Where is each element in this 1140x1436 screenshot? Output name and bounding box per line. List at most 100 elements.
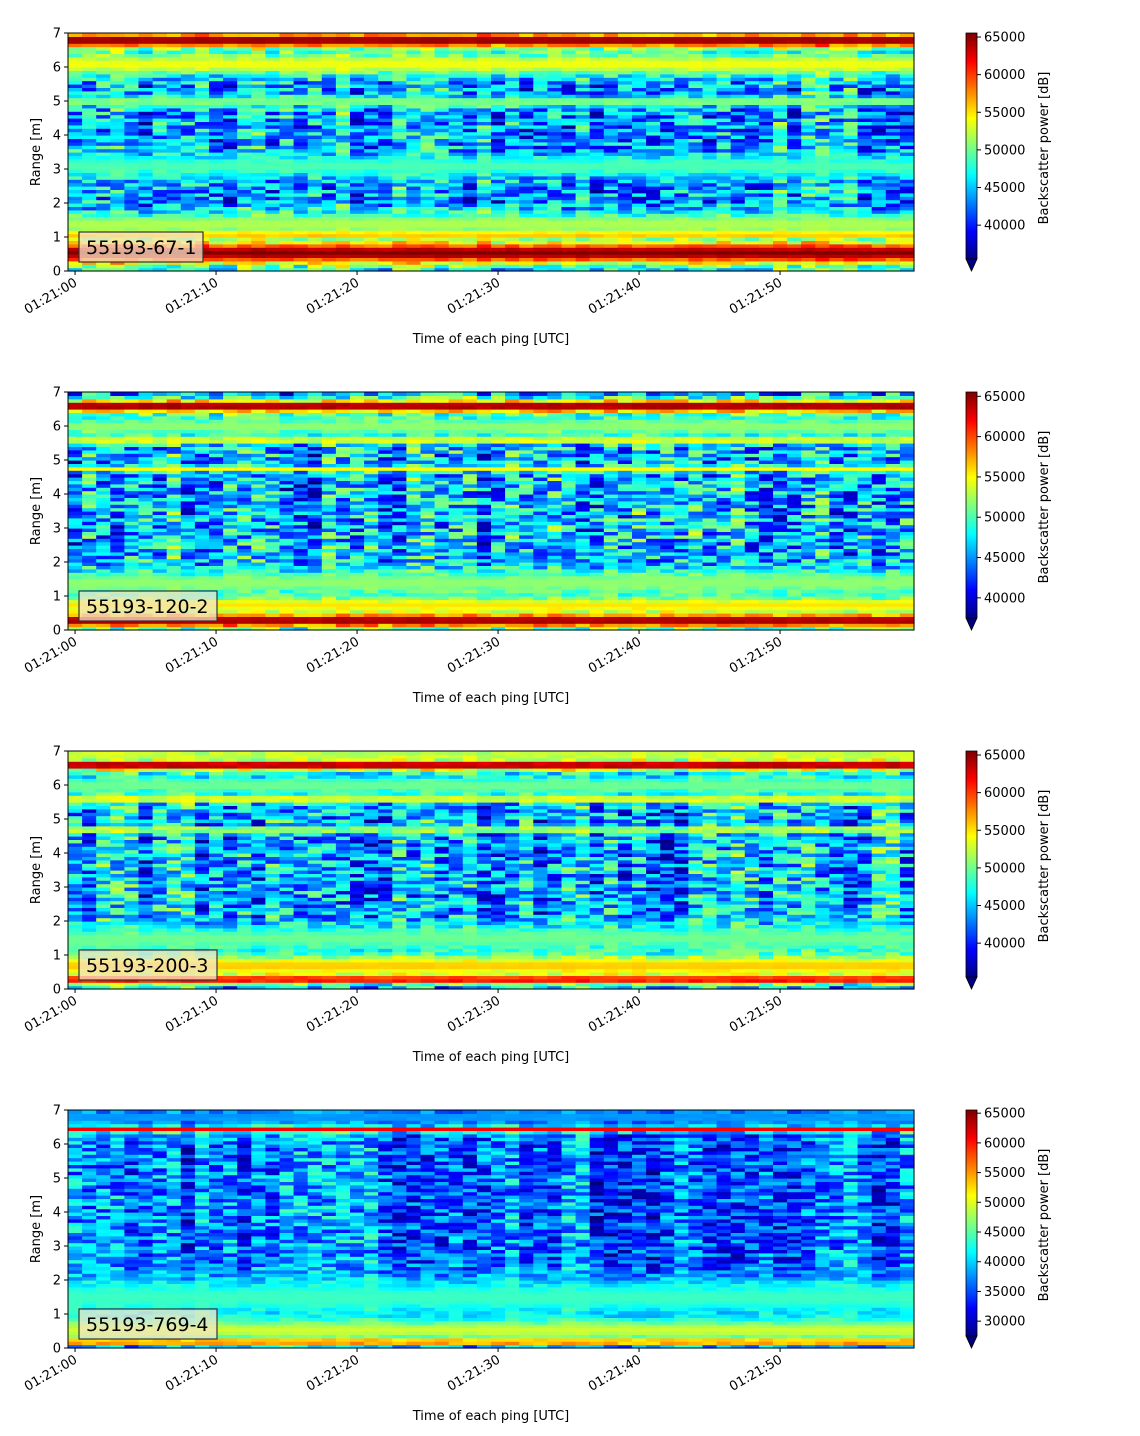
heatmap-cell (335, 233, 351, 238)
heatmap-cell (194, 131, 210, 136)
heatmap-cell (293, 124, 309, 129)
heatmap-cell (265, 67, 281, 71)
heatmap-cell (251, 192, 266, 197)
heatmap-cell (209, 53, 224, 58)
heatmap-cell (448, 206, 464, 211)
heatmap-cell (533, 73, 548, 78)
heatmap-cell (561, 199, 577, 204)
heatmap-cell (82, 107, 97, 112)
heatmap-cell (152, 179, 168, 184)
heatmap-cell (152, 172, 168, 177)
heatmap-cell (251, 203, 266, 207)
heatmap-cell (265, 152, 281, 156)
heatmap-cell (378, 107, 393, 112)
heatmap-cell (491, 131, 506, 136)
heatmap-cell (406, 138, 422, 143)
heatmap-cell (420, 186, 436, 190)
heatmap-cell (209, 233, 224, 238)
heatmap-cell (773, 264, 788, 269)
heatmap-cell (505, 165, 520, 170)
heatmap-cell (124, 216, 140, 221)
heatmap-cell (96, 175, 111, 180)
heatmap-cell (603, 135, 619, 139)
heatmap-cell (194, 80, 210, 85)
heatmap-cell (279, 67, 295, 71)
heatmap-cell (603, 179, 619, 184)
heatmap-cell (209, 128, 224, 133)
heatmap-cell (758, 158, 774, 163)
heatmap-cell (603, 33, 619, 37)
heatmap-cell (434, 172, 450, 177)
heatmap-cell (448, 267, 464, 272)
heatmap-cell (885, 33, 901, 37)
heatmap-cell (279, 94, 295, 99)
heatmap-cell (209, 97, 224, 102)
heatmap-cell (505, 36, 520, 41)
heatmap-cell (110, 203, 125, 207)
heatmap-cell (857, 243, 873, 248)
heatmap-cell (744, 192, 760, 197)
heatmap-cell (491, 50, 506, 54)
heatmap-cell (96, 152, 111, 156)
heatmap-cell (589, 107, 605, 112)
heatmap-cell (223, 36, 238, 41)
heatmap-cell (589, 80, 605, 85)
heatmap-cell (293, 111, 309, 116)
heatmap-cell (632, 175, 647, 180)
heatmap-cell (392, 172, 407, 177)
heatmap-cell (68, 189, 83, 194)
heatmap-cell (434, 213, 450, 218)
heatmap-cell (265, 107, 281, 112)
heatmap-cell (476, 209, 492, 214)
heatmap-cell (476, 203, 492, 207)
heatmap-cell (519, 240, 534, 245)
heatmap-cell (730, 175, 746, 180)
heatmap-cell (251, 73, 266, 78)
heatmap-cell (265, 56, 281, 61)
heatmap-cell (194, 36, 210, 41)
heatmap-cell (533, 77, 548, 82)
heatmap-cell (406, 196, 422, 201)
heatmap-cell (194, 226, 210, 231)
heatmap-cell (321, 87, 337, 92)
heatmap-cell (899, 199, 915, 204)
heatmap-cell (871, 264, 887, 269)
heatmap-cell (124, 487, 140, 492)
heatmap-cell (180, 33, 196, 37)
heatmap-cell (434, 243, 450, 248)
heatmap-cell (237, 220, 252, 224)
heatmap-cell (180, 504, 196, 509)
heatmap-cell (617, 209, 633, 214)
heatmap-cell (223, 189, 238, 194)
heatmap-cell (589, 36, 605, 41)
heatmap-cell (82, 111, 97, 116)
heatmap-cell (138, 114, 154, 119)
heatmap-cell (293, 145, 309, 150)
heatmap-cell (829, 131, 845, 136)
heatmap-cell (110, 162, 125, 167)
heatmap-cell (166, 73, 182, 78)
heatmap-cell (166, 56, 182, 61)
heatmap-cell (223, 80, 238, 85)
heatmap-cell (265, 135, 281, 139)
heatmap-cell (166, 179, 182, 184)
heatmap-cell (307, 192, 323, 197)
heatmap-cell (350, 257, 365, 262)
heatmap-cell (434, 97, 450, 102)
heatmap-cell (561, 36, 577, 41)
heatmap-cell (519, 118, 534, 122)
heatmap-cell (688, 165, 704, 170)
heatmap-cell (434, 39, 450, 44)
heatmap-cell (364, 60, 379, 65)
heatmap-cell (138, 33, 154, 37)
heatmap-cell (237, 138, 252, 143)
heatmap-cell (180, 436, 196, 441)
heatmap-cell (307, 148, 323, 153)
heatmap-cell (505, 90, 520, 95)
heatmap-cell (716, 33, 732, 37)
heatmap-cell (364, 97, 379, 102)
heatmap-cell (392, 101, 407, 105)
heatmap-cell (378, 172, 393, 177)
heatmap-cell (603, 250, 619, 255)
heatmap-cell (152, 504, 168, 509)
